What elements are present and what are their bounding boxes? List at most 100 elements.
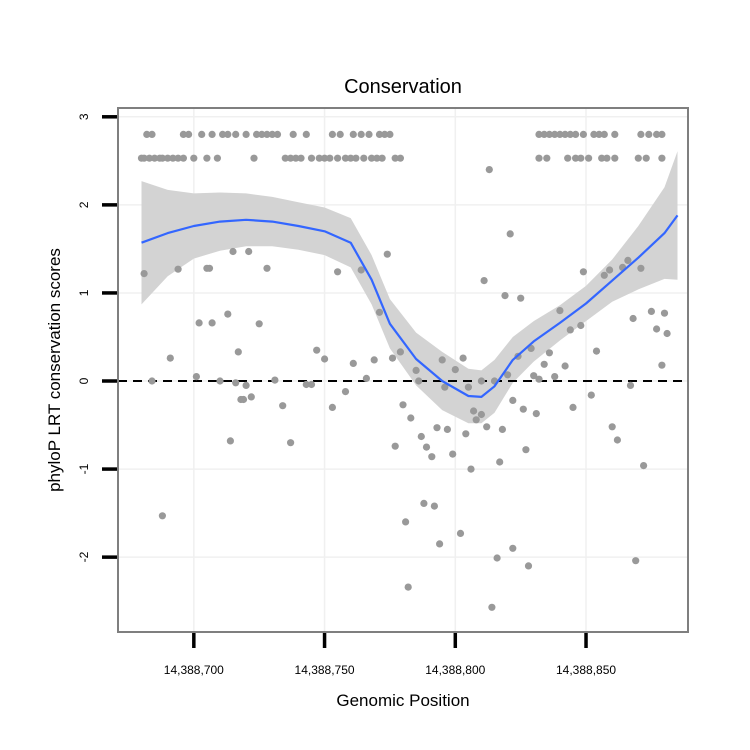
data-point-95 — [208, 319, 216, 327]
y-axis: 3 2 1 0 -1 -2 — [77, 113, 117, 562]
data-point-25 — [352, 154, 360, 162]
data-point-174 — [530, 372, 538, 380]
data-point-116 — [328, 403, 336, 411]
data-point-111 — [287, 439, 295, 447]
data-point-166 — [509, 396, 517, 404]
data-point-50 — [219, 130, 227, 138]
data-point-6 — [164, 154, 172, 162]
data-point-80 — [600, 130, 608, 138]
data-point-181 — [561, 362, 569, 370]
data-point-196 — [632, 557, 640, 565]
data-point-24 — [347, 154, 355, 162]
data-point-84 — [653, 130, 661, 138]
data-point-28 — [373, 154, 381, 162]
data-point-57 — [268, 130, 276, 138]
data-point-188 — [600, 271, 608, 279]
data-point-7 — [169, 154, 177, 162]
data-point-153 — [477, 377, 485, 385]
data-point-91 — [192, 373, 200, 381]
data-point-107 — [255, 320, 263, 328]
data-point-163 — [501, 292, 509, 300]
data-point-31 — [396, 154, 404, 162]
data-point-124 — [383, 250, 391, 258]
data-point-202 — [660, 309, 669, 317]
data-point-19 — [315, 154, 323, 162]
data-point-118 — [341, 388, 350, 396]
data-point-78 — [590, 130, 598, 138]
data-point-3 — [151, 154, 159, 162]
data-point-40 — [611, 154, 619, 162]
plot-frame — [117, 107, 689, 633]
data-point-15 — [287, 154, 295, 162]
y-tick-label-0: 3 — [77, 113, 91, 120]
data-point-1 — [140, 154, 148, 162]
data-point-161 — [496, 458, 504, 466]
data-point-197 — [637, 264, 645, 272]
data-point-18 — [307, 154, 316, 162]
data-point-72 — [551, 130, 559, 138]
data-point-44 — [143, 130, 151, 138]
data-point-131 — [407, 414, 415, 422]
data-point-200 — [653, 325, 661, 333]
data-point-195 — [629, 314, 637, 323]
data-point-69 — [535, 130, 543, 138]
data-point-85 — [658, 130, 666, 138]
data-point-101 — [234, 348, 242, 356]
data-point-46 — [179, 130, 187, 138]
data-point-203 — [663, 329, 671, 338]
y-axis-label: phyloP LRT conservation scores — [45, 248, 64, 492]
data-point-191 — [613, 436, 622, 444]
data-point-74 — [561, 130, 569, 138]
data-point-110 — [279, 402, 287, 410]
data-point-199 — [647, 307, 656, 315]
data-point-151 — [470, 407, 478, 415]
data-point-96 — [216, 377, 224, 385]
data-point-144 — [449, 450, 457, 458]
x-tick-label-3: 14,388,850 — [556, 663, 616, 677]
data-point-133 — [415, 377, 423, 385]
data-point-141 — [438, 356, 446, 364]
data-point-98 — [226, 437, 234, 445]
data-point-76 — [572, 130, 580, 138]
data-point-12 — [213, 154, 221, 162]
data-point-160 — [493, 554, 501, 562]
data-point-21 — [326, 154, 334, 162]
data-point-26 — [360, 154, 368, 162]
data-point-146 — [456, 529, 465, 538]
data-point-5 — [158, 154, 166, 162]
data-point-127 — [396, 348, 404, 356]
data-point-64 — [357, 130, 365, 138]
data-point-176 — [535, 375, 543, 383]
data-point-66 — [375, 130, 384, 138]
data-point-122 — [370, 356, 378, 364]
data-point-142 — [441, 383, 449, 391]
data-point-157 — [485, 166, 493, 174]
confidence-band — [141, 151, 678, 424]
data-point-143 — [443, 425, 451, 433]
data-point-156 — [483, 423, 491, 431]
data-point-186 — [587, 391, 595, 399]
data-point-130 — [404, 583, 412, 591]
data-point-194 — [626, 381, 635, 389]
data-point-152 — [472, 416, 480, 424]
data-point-30 — [391, 154, 399, 162]
data-point-184 — [577, 321, 585, 330]
data-point-108 — [263, 264, 271, 272]
data-point-139 — [433, 424, 441, 432]
data-point-34 — [564, 154, 572, 162]
data-point-148 — [462, 430, 470, 438]
data-point-58 — [273, 130, 282, 138]
data-point-125 — [388, 354, 397, 362]
x-tick-label-1: 14,388,750 — [295, 663, 355, 677]
data-point-83 — [645, 130, 653, 138]
data-point-128 — [399, 401, 407, 409]
data-point-61 — [328, 130, 336, 138]
data-point-129 — [402, 518, 410, 526]
data-point-105 — [245, 247, 253, 256]
y-tick-label-3: 0 — [77, 377, 91, 384]
data-point-59 — [289, 130, 297, 138]
data-point-115 — [321, 355, 329, 363]
data-point-86 — [140, 270, 148, 278]
data-point-177 — [540, 360, 548, 368]
data-point-38 — [598, 154, 606, 162]
